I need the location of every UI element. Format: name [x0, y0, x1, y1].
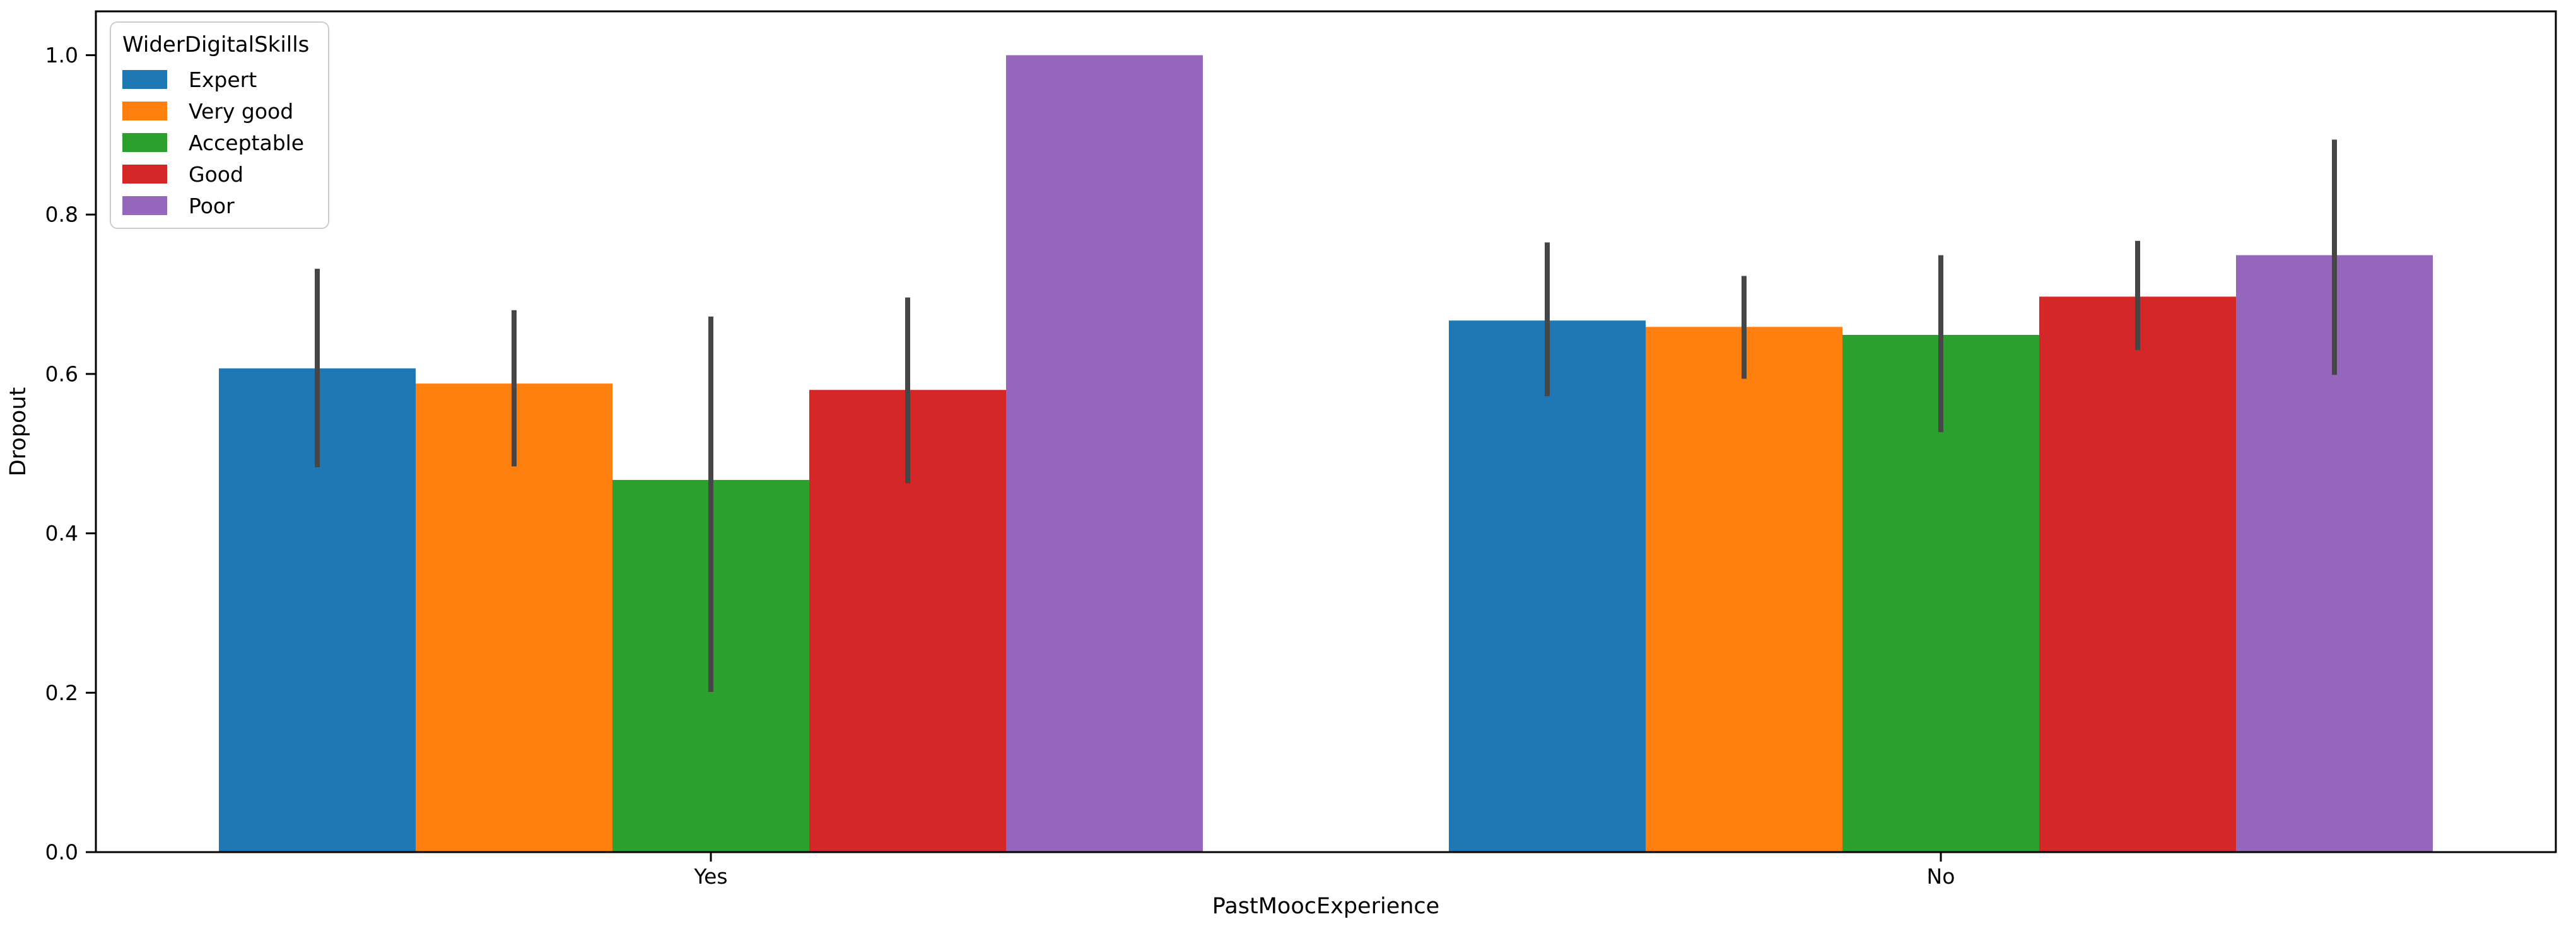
- bar-no-good: [2039, 296, 2236, 852]
- y-tick-label: 0.8: [45, 202, 78, 227]
- y-tick-label: 0.6: [45, 361, 78, 386]
- legend-item-expert: Expert: [122, 69, 309, 90]
- legend-swatch-poor: [122, 196, 167, 215]
- legend-label: Poor: [189, 193, 235, 218]
- legend-label: Very good: [189, 98, 294, 124]
- legend: WiderDigitalSkills Expert Very good Accept…: [110, 21, 330, 229]
- legend-items: Expert Very good Acceptable Good Poor: [122, 69, 309, 216]
- legend-item-good: Good: [122, 164, 309, 185]
- x-tick-label-no: No: [1927, 864, 1955, 889]
- legend-label: Good: [189, 161, 243, 187]
- legend-item-very-good: Very good: [122, 101, 309, 122]
- legend-item-acceptable: Acceptable: [122, 132, 309, 153]
- y-tick-label: 0.4: [45, 521, 78, 546]
- y-tick-label: 0.2: [45, 681, 78, 705]
- legend-label: Acceptable: [189, 130, 305, 155]
- legend-title: WiderDigitalSkills: [122, 32, 310, 57]
- legend-item-poor: Poor: [122, 196, 309, 216]
- legend-label: Expert: [189, 67, 257, 92]
- bar-no-very-good: [1646, 327, 1842, 852]
- y-tick-label: 1.0: [45, 43, 78, 67]
- bar-no-expert: [1449, 320, 1646, 852]
- bar-yes-poor: [1006, 55, 1203, 852]
- legend-swatch-expert: [122, 70, 167, 89]
- x-axis-label: PastMoocExperience: [1212, 894, 1439, 919]
- y-tick-label: 0.0: [45, 840, 78, 865]
- axes-spines: [95, 10, 2557, 853]
- legend-swatch-very-good: [122, 102, 167, 120]
- y-axis-label: Dropout: [6, 387, 31, 477]
- x-tick-label-yes: Yes: [693, 864, 727, 889]
- legend-swatch-good: [122, 165, 167, 184]
- legend-swatch-acceptable: [122, 133, 167, 152]
